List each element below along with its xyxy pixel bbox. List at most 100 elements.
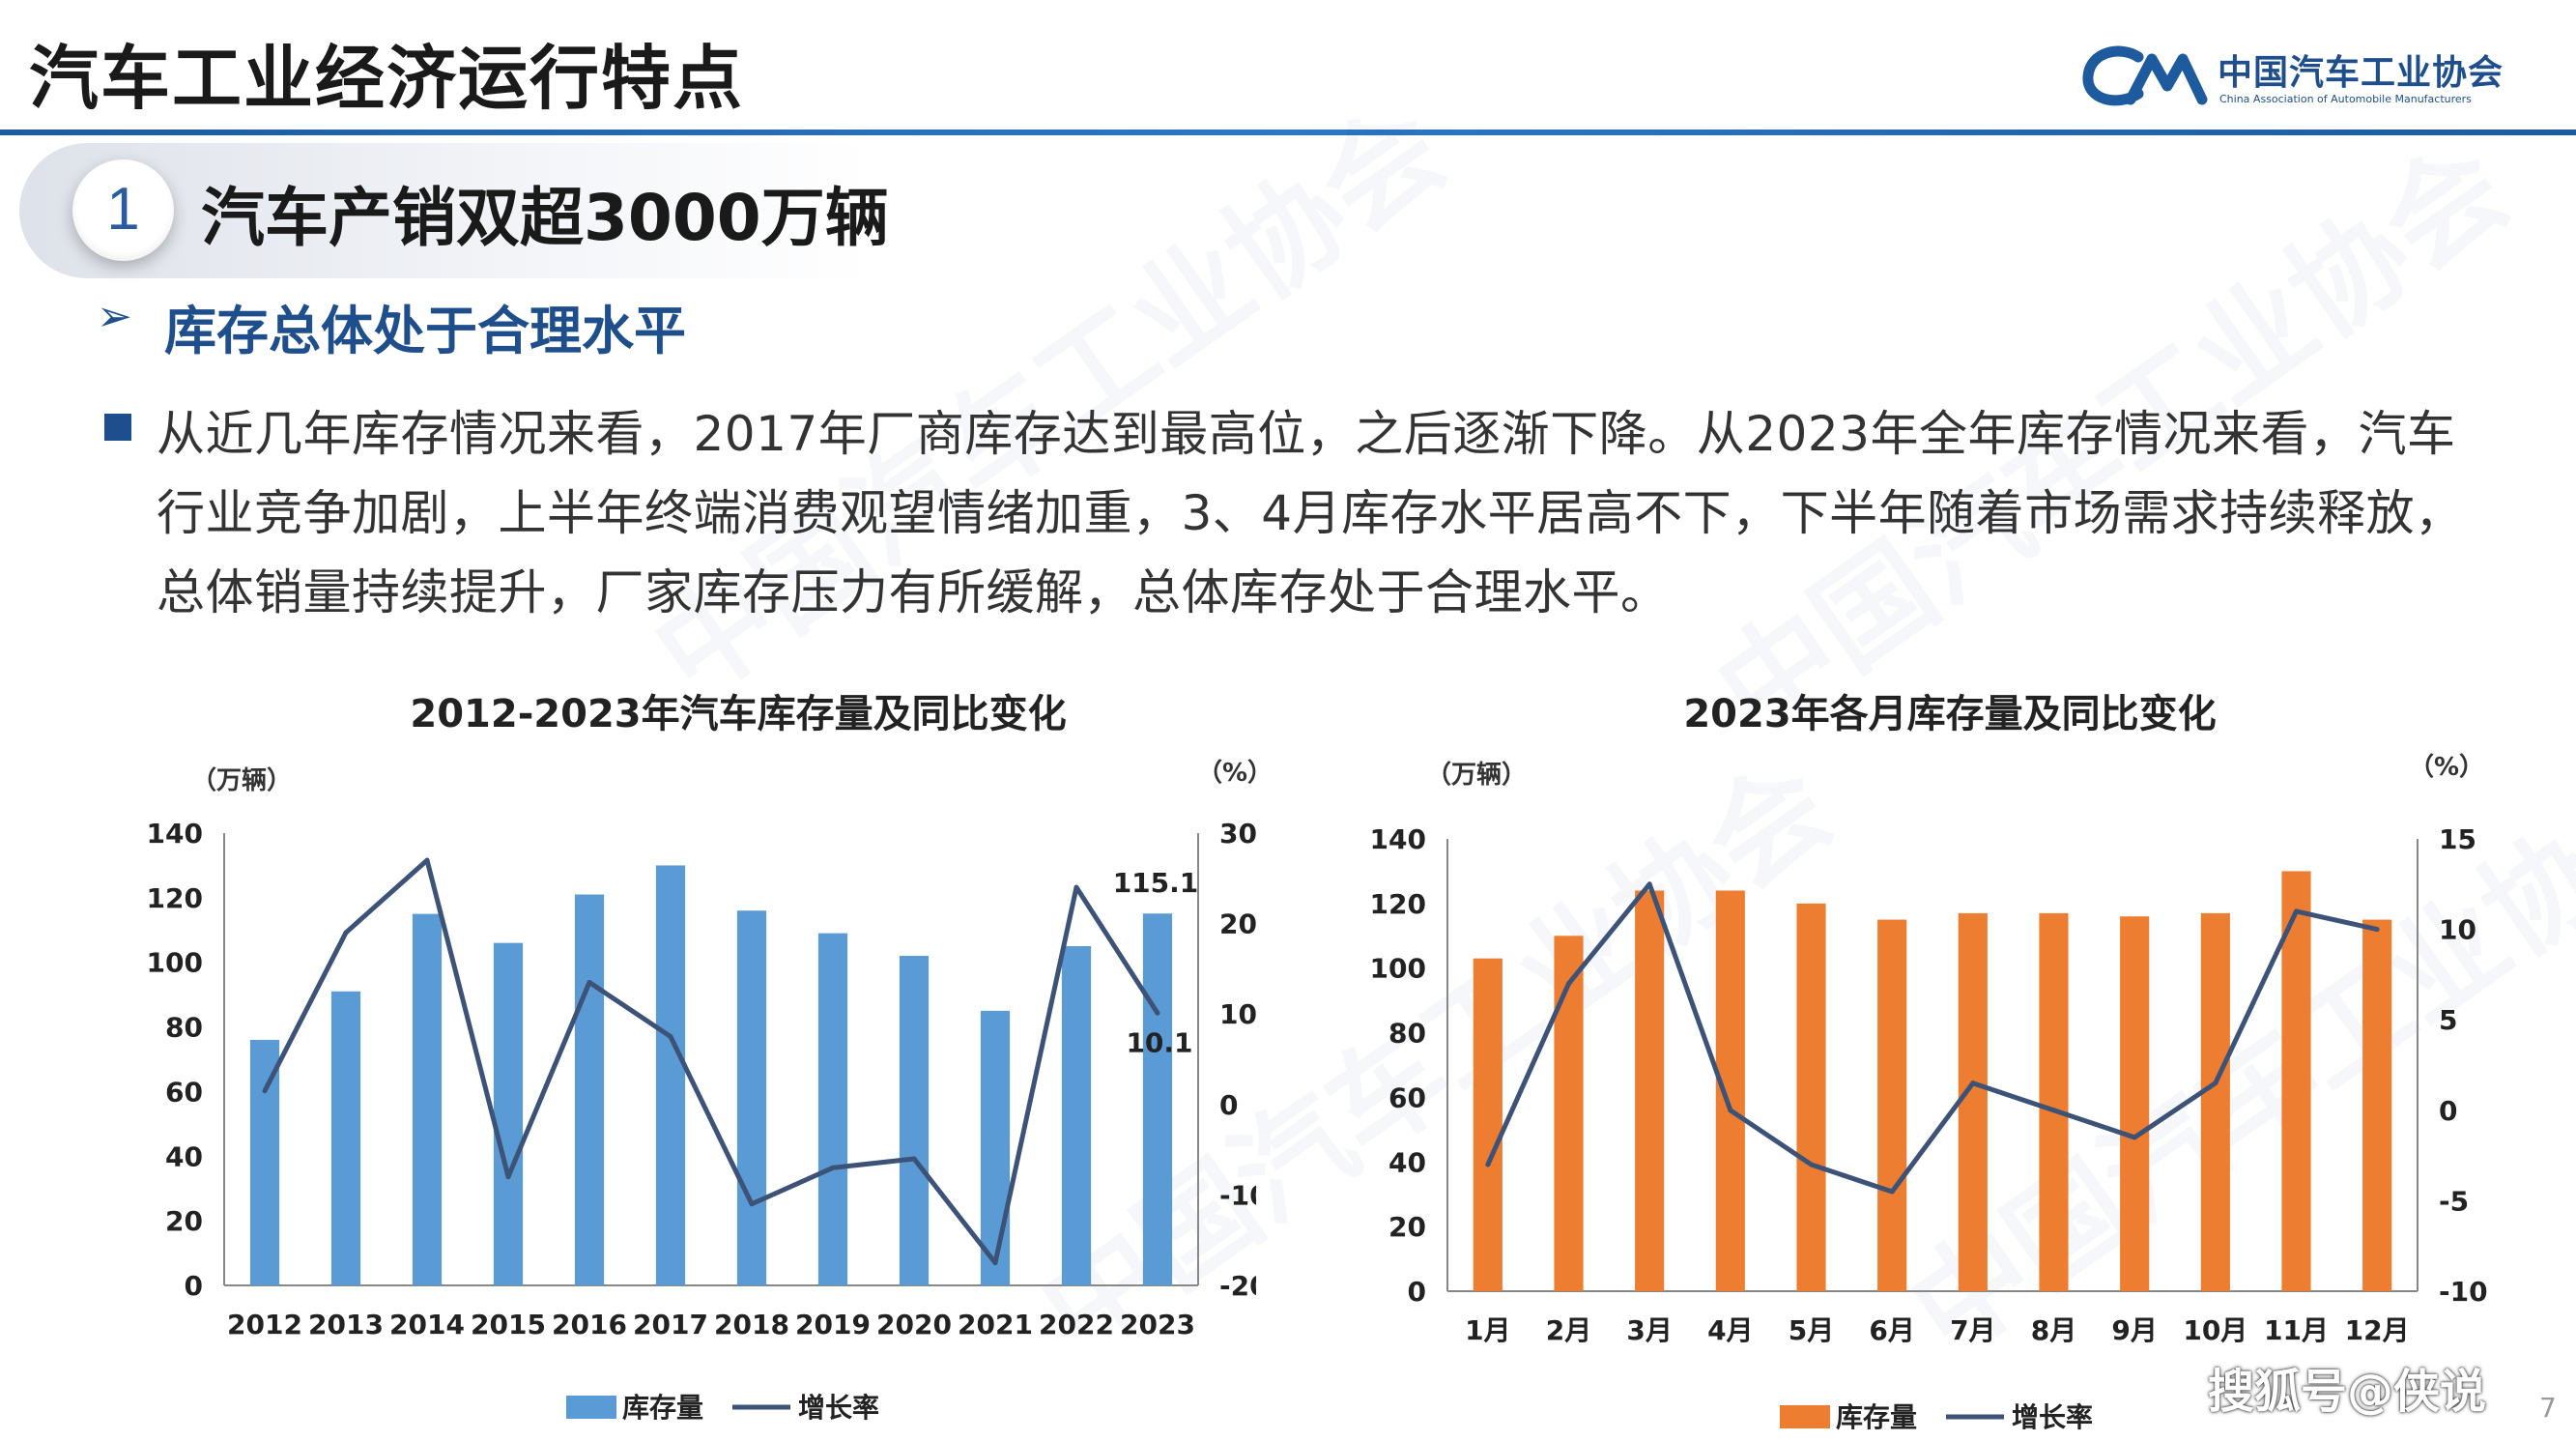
- bar: [2281, 871, 2311, 1291]
- left-axis-unit: （万辆）: [191, 766, 292, 795]
- line-point: [2213, 1081, 2218, 1086]
- x-axis-tick-label: 2022: [1039, 1309, 1114, 1340]
- section-number-badge: 1: [72, 159, 174, 261]
- bar: [2362, 919, 2392, 1291]
- x-axis-tick-label: 4月: [1707, 1314, 1753, 1346]
- legend-label-bar: 库存量: [1836, 1401, 1917, 1433]
- x-axis-tick-label: 5月: [1789, 1314, 1834, 1346]
- line-point: [587, 979, 592, 985]
- x-axis-tick-label: 2017: [633, 1309, 708, 1340]
- bar: [493, 942, 524, 1285]
- bar: [1958, 912, 1988, 1291]
- x-axis-tick-label: 2018: [714, 1309, 789, 1340]
- left-axis-tick-label: 120: [147, 882, 203, 914]
- bar: [899, 956, 930, 1285]
- left-axis-tick-label: 100: [147, 947, 203, 979]
- line-point: [343, 930, 349, 936]
- x-axis-tick-label: 10月: [2183, 1314, 2247, 1346]
- legend-label-line: 增长率: [798, 1392, 879, 1424]
- right-axis-tick-label: 20: [1219, 908, 1256, 940]
- right-axis-tick-label: 15: [2439, 823, 2476, 855]
- org-name-cn: 中国汽车工业协会: [2218, 53, 2504, 93]
- bar: [1715, 890, 1745, 1291]
- left-axis-tick-label: 140: [147, 818, 203, 850]
- line-point: [505, 1174, 511, 1180]
- line-point: [1566, 981, 1571, 987]
- page-number: 7: [2539, 1392, 2557, 1424]
- line-point: [2051, 1108, 2056, 1113]
- growth-rate-line: [1485, 881, 2378, 1195]
- subsection-heading: 库存总体处于合理水平: [164, 301, 686, 361]
- line-point: [668, 1034, 673, 1040]
- x-axis-tick-label: 2023: [1120, 1309, 1195, 1340]
- caam-logo-icon: [2082, 45, 2208, 106]
- right-axis-tick-label: 5: [2439, 1004, 2457, 1036]
- x-axis-tick-label: 11月: [2264, 1314, 2329, 1346]
- bar: [736, 910, 767, 1285]
- right-axis-tick-label: -10: [1219, 1179, 1256, 1211]
- section-heading: 汽车产销双超3000万辆: [201, 181, 889, 255]
- section-number: 1: [106, 176, 140, 243]
- chart-annual-inventory: 2012-2023年汽车库存量及同比变化（万辆）（%）0204060801001…: [147, 692, 1256, 1424]
- right-axis-tick-label: -20: [1219, 1270, 1256, 1302]
- line-point: [911, 1156, 917, 1162]
- left-axis-tick-label: 140: [1370, 823, 1426, 855]
- right-axis-tick-label: 10: [2439, 914, 2476, 946]
- line-point: [424, 857, 430, 863]
- bar: [1796, 903, 1826, 1291]
- left-axis-tick-label: 0: [1408, 1276, 1426, 1308]
- org-logo: 中国汽车工业协会 China Association of Automobile…: [2082, 39, 2536, 116]
- bar: [1877, 919, 1907, 1291]
- line-point: [1073, 884, 1079, 890]
- chart-title: 2012-2023年汽车库存量及同比变化: [410, 692, 1066, 736]
- square-bullet-icon: [104, 414, 131, 441]
- line-point: [2374, 927, 2380, 933]
- right-axis-tick-label: 10: [1219, 998, 1256, 1030]
- org-name-en: China Association of Automobile Manufact…: [2219, 93, 2472, 105]
- left-axis-tick-label: 40: [1388, 1146, 1426, 1178]
- x-axis-tick-label: 2016: [552, 1309, 627, 1340]
- left-axis-tick-label: 60: [1388, 1081, 1426, 1113]
- x-axis-tick-label: 9月: [2111, 1314, 2157, 1346]
- bar: [330, 991, 361, 1285]
- x-axis-tick-label: 6月: [1869, 1314, 1914, 1346]
- bar: [1635, 890, 1665, 1291]
- line-point: [830, 1165, 836, 1170]
- right-axis-tick-label: 0: [1219, 1089, 1238, 1121]
- right-axis-tick-label: -5: [2439, 1185, 2469, 1217]
- x-axis-tick-label: 2月: [1546, 1314, 1591, 1346]
- left-axis-tick-label: 40: [165, 1140, 203, 1172]
- line-point: [749, 1201, 755, 1207]
- line-point: [2294, 908, 2299, 914]
- legend-swatch-bar: [566, 1396, 616, 1419]
- line-point: [1485, 1162, 1491, 1167]
- page-title: 汽车工业经济运行特点: [29, 38, 745, 119]
- x-axis-tick-label: 1月: [1465, 1314, 1510, 1346]
- header-divider: [0, 130, 2576, 135]
- chart-title: 2023年各月库存量及同比变化: [1683, 692, 2216, 736]
- data-label: 10.1: [1126, 1026, 1192, 1058]
- legend-swatch-bar: [1780, 1405, 1830, 1428]
- line-point: [2132, 1135, 2137, 1140]
- left-axis-tick-label: 0: [185, 1270, 203, 1302]
- right-axis-unit: （%）: [1197, 759, 1256, 788]
- x-axis-tick-label: 3月: [1626, 1314, 1672, 1346]
- bar: [2120, 916, 2150, 1291]
- line-point: [1809, 1162, 1814, 1167]
- line-point: [1889, 1189, 1895, 1195]
- right-axis-tick-label: 30: [1219, 818, 1256, 850]
- line-point: [992, 1260, 998, 1266]
- x-axis-tick-label: 2020: [876, 1309, 952, 1340]
- bar: [2200, 912, 2230, 1291]
- x-axis-tick-label: 2015: [471, 1309, 546, 1340]
- legend-label-bar: 库存量: [622, 1392, 703, 1424]
- right-axis-tick-label: 0: [2439, 1095, 2457, 1127]
- legend-label-line: 增长率: [2012, 1401, 2093, 1433]
- x-axis-tick-label: 2013: [308, 1309, 384, 1340]
- x-axis-tick-label: 2019: [795, 1309, 871, 1340]
- line-point: [262, 1088, 268, 1094]
- growth-rate-line: [262, 857, 1160, 1266]
- x-axis-tick-label: 12月: [2345, 1314, 2410, 1346]
- left-axis-unit: （万辆）: [1426, 761, 1527, 790]
- left-axis-tick-label: 80: [165, 1012, 203, 1044]
